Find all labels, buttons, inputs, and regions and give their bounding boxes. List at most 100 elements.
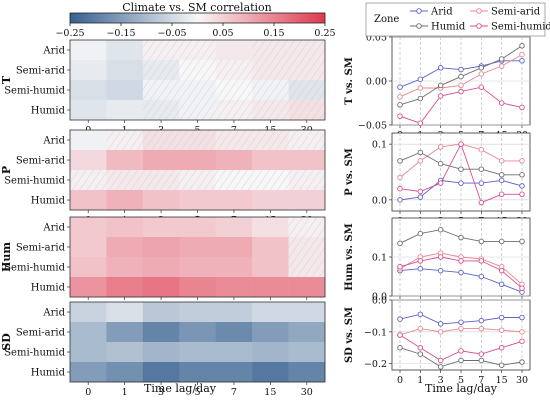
heatmap-cell [252, 257, 289, 278]
zone-tick-label: Semi-humid [4, 86, 65, 97]
legend: Zone Arid Semi-arid Humid Semi-humid [365, 2, 550, 37]
colorbar-tick-label: −0.25 [55, 28, 84, 39]
y-tick-label: 0.0 [372, 296, 387, 307]
heatmap-cell [179, 302, 217, 323]
data-point [478, 146, 485, 153]
heatmap-cell [215, 302, 253, 323]
data-point [417, 85, 424, 91]
legend-marker [416, 8, 422, 14]
lag-tick-label: 15 [496, 375, 508, 386]
data-point [437, 321, 444, 327]
data-point [498, 158, 505, 164]
heatmap-cell [288, 322, 326, 343]
data-point [458, 88, 464, 95]
data-point [397, 197, 403, 203]
data-point [498, 281, 505, 288]
data-point [397, 316, 403, 322]
legend-marker [416, 23, 422, 29]
heatmap-cell [215, 342, 253, 363]
legend-label: Semi-humid [491, 22, 550, 33]
heatmap-cell [142, 217, 180, 238]
data-point [417, 344, 424, 351]
data-point [458, 319, 464, 326]
data-point [519, 314, 525, 321]
y-tick-label: 0.00 [366, 77, 387, 88]
heatmap-cell [215, 362, 253, 383]
heatmap-cell [70, 302, 107, 323]
y-tick-label: 0.0 [372, 195, 387, 206]
zone-tick-label: Humid [31, 368, 66, 379]
heatmap-cell [252, 362, 289, 383]
data-point [519, 238, 525, 245]
significance-hatch [215, 170, 253, 190]
heatmap-cell [70, 257, 107, 278]
lag-tick-label: 0 [85, 387, 91, 398]
significance-hatch [179, 130, 216, 150]
legend-label: Humid [431, 22, 466, 33]
y-tick-label: 0.1 [372, 140, 387, 151]
data-point [519, 329, 525, 335]
y-tick-label: −0.2 [364, 359, 387, 370]
significance-hatch [215, 60, 253, 80]
data-point [417, 265, 424, 272]
significance-hatch [288, 80, 325, 100]
data-point [478, 166, 485, 172]
zone-tick-label: Humid [31, 106, 66, 117]
heatmap-cell [179, 217, 217, 238]
significance-hatch [288, 60, 325, 80]
data-point [417, 194, 424, 200]
data-point [478, 258, 485, 264]
heatmap-cell [70, 342, 107, 363]
heatmap-cell [142, 257, 180, 278]
significance-hatch [252, 170, 289, 190]
colorbar-tick-label: 0.15 [263, 28, 284, 39]
heatmap-cell [179, 322, 217, 343]
data-point [498, 344, 505, 351]
heatmap-cell [106, 362, 144, 383]
data-point [437, 65, 444, 71]
heatmap-cell [288, 277, 326, 298]
y-tick-label: 0.05 [366, 33, 387, 44]
data-point [437, 160, 444, 167]
data-point [478, 273, 485, 280]
data-point [397, 102, 403, 108]
heatmap-cell [106, 217, 144, 238]
data-point [417, 325, 424, 332]
variable-label: Hum [0, 242, 13, 272]
data-point [519, 158, 525, 164]
data-point [397, 344, 403, 351]
data-point [519, 191, 525, 198]
heatmap-cell [142, 150, 180, 171]
heatmap-cell [215, 237, 253, 258]
significance-hatch [215, 130, 253, 150]
data-point [519, 183, 525, 189]
heatmap-cell [70, 100, 107, 121]
y-axis-label: SD vs. SM [344, 307, 355, 363]
data-point [417, 76, 424, 82]
data-point [498, 172, 505, 178]
heatmap-cell [70, 277, 107, 298]
data-point [498, 238, 505, 245]
heatmap-cell [179, 237, 217, 258]
data-point [519, 104, 525, 111]
heatmap-cell [288, 150, 326, 171]
data-point [437, 82, 444, 89]
data-point [498, 362, 505, 368]
heatmap-cell [215, 40, 253, 61]
data-point [458, 348, 464, 354]
heatmap-cell [215, 190, 253, 211]
data-point [437, 254, 444, 260]
data-point [458, 357, 464, 364]
heatmap-cell [70, 322, 107, 343]
significance-hatch [252, 60, 289, 80]
legend-title: Zone [374, 14, 399, 25]
data-point [519, 43, 525, 49]
zone-tick-label: Semi-arid [16, 328, 66, 339]
significance-hatch [288, 217, 325, 237]
heatmap-cell [215, 150, 253, 171]
data-point [417, 120, 424, 126]
heatmap-cell [106, 100, 144, 121]
